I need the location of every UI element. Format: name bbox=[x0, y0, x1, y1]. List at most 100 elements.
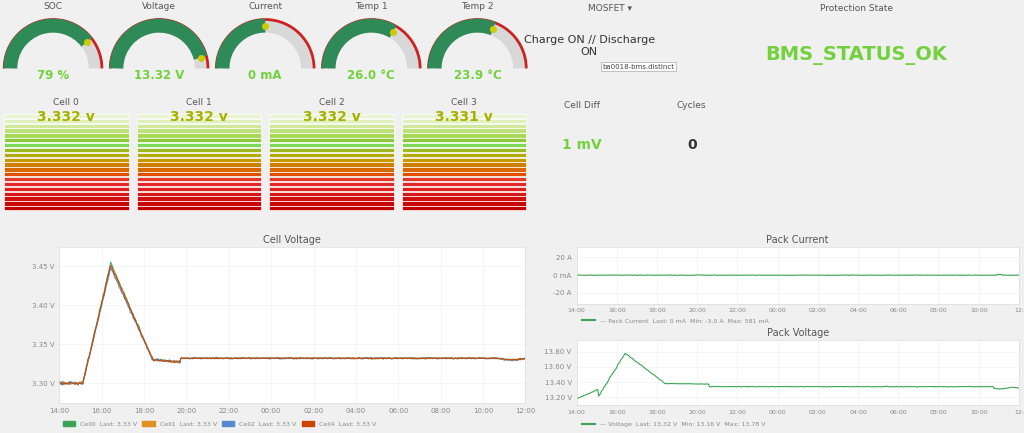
Bar bbox=[401, 172, 526, 176]
Bar bbox=[269, 191, 394, 196]
Text: SOC: SOC bbox=[44, 3, 62, 11]
Bar bbox=[269, 114, 394, 118]
Bar bbox=[269, 148, 394, 152]
Bar bbox=[4, 187, 129, 191]
Text: Protection State: Protection State bbox=[820, 4, 893, 13]
Bar bbox=[401, 177, 526, 181]
Text: Cycles: Cycles bbox=[677, 101, 707, 110]
Bar bbox=[269, 138, 394, 142]
Bar bbox=[136, 172, 261, 176]
Bar bbox=[269, 129, 394, 132]
Text: 3.331 v: 3.331 v bbox=[435, 110, 493, 123]
Bar bbox=[4, 201, 129, 206]
Bar bbox=[269, 172, 394, 176]
Bar bbox=[401, 197, 526, 201]
Bar bbox=[4, 197, 129, 201]
Bar bbox=[401, 129, 526, 132]
Bar bbox=[4, 182, 129, 186]
Title: Cell Voltage: Cell Voltage bbox=[263, 235, 322, 245]
Text: Cell 0: Cell 0 bbox=[53, 98, 79, 107]
Bar bbox=[4, 114, 129, 118]
Text: Temp 1: Temp 1 bbox=[355, 3, 388, 11]
Bar bbox=[4, 153, 129, 157]
Bar bbox=[269, 167, 394, 171]
Bar bbox=[401, 206, 526, 210]
Text: 3.332 v: 3.332 v bbox=[303, 110, 360, 123]
Bar bbox=[4, 129, 129, 132]
Bar bbox=[4, 148, 129, 152]
Bar bbox=[136, 177, 261, 181]
Bar bbox=[136, 123, 261, 128]
Bar bbox=[401, 114, 526, 118]
Bar bbox=[4, 172, 129, 176]
Bar bbox=[4, 138, 129, 142]
Text: Cell 3: Cell 3 bbox=[452, 98, 477, 107]
Text: 3.332 v: 3.332 v bbox=[170, 110, 227, 123]
Bar bbox=[4, 191, 129, 196]
Bar bbox=[269, 162, 394, 167]
Bar bbox=[4, 177, 129, 181]
Bar bbox=[136, 114, 261, 118]
Bar bbox=[269, 197, 394, 201]
Text: Cell 1: Cell 1 bbox=[186, 98, 212, 107]
Bar bbox=[136, 187, 261, 191]
Bar bbox=[4, 206, 129, 210]
Bar bbox=[401, 143, 526, 147]
Bar bbox=[136, 191, 261, 196]
Bar bbox=[136, 158, 261, 162]
Text: 1 mV: 1 mV bbox=[562, 138, 601, 152]
Bar bbox=[136, 206, 261, 210]
Bar bbox=[136, 167, 261, 171]
Bar bbox=[269, 143, 394, 147]
Text: Current: Current bbox=[248, 3, 283, 11]
Bar bbox=[4, 162, 129, 167]
Bar bbox=[269, 206, 394, 210]
Legend: — Pack Current  Last: 0 mA  Min: -3.0 A  Max: 581 mA: — Pack Current Last: 0 mA Min: -3.0 A Ma… bbox=[580, 316, 771, 326]
Bar bbox=[136, 138, 261, 142]
Bar bbox=[269, 187, 394, 191]
Bar bbox=[401, 201, 526, 206]
Bar bbox=[136, 129, 261, 132]
Text: Voltage: Voltage bbox=[142, 3, 176, 11]
Bar bbox=[401, 158, 526, 162]
Bar bbox=[269, 177, 394, 181]
Bar bbox=[136, 201, 261, 206]
Text: MOSFET ▾: MOSFET ▾ bbox=[588, 4, 632, 13]
Bar bbox=[401, 153, 526, 157]
Legend: — Voltage  Last: 13.32 V  Min: 13.16 V  Max: 13.78 V: — Voltage Last: 13.32 V Min: 13.16 V Max… bbox=[580, 420, 768, 430]
Text: BMS_STATUS_OK: BMS_STATUS_OK bbox=[766, 46, 947, 65]
Text: Charge ON // Discharge
ON: Charge ON // Discharge ON bbox=[523, 35, 654, 57]
Bar bbox=[136, 182, 261, 186]
Bar bbox=[4, 143, 129, 147]
Bar bbox=[401, 167, 526, 171]
Bar bbox=[136, 153, 261, 157]
Bar bbox=[401, 182, 526, 186]
Bar bbox=[136, 143, 261, 147]
Title: Pack Voltage: Pack Voltage bbox=[767, 328, 828, 338]
Text: Cell Diff: Cell Diff bbox=[563, 101, 600, 110]
Bar bbox=[401, 148, 526, 152]
Bar bbox=[401, 138, 526, 142]
Bar bbox=[401, 187, 526, 191]
Bar bbox=[4, 133, 129, 138]
Bar bbox=[269, 182, 394, 186]
Text: 0: 0 bbox=[687, 138, 696, 152]
Bar bbox=[269, 201, 394, 206]
Text: 0 mA: 0 mA bbox=[249, 69, 282, 82]
Bar bbox=[4, 119, 129, 123]
Legend: Cell0  Last: 3.33 V, Cell1  Last: 3.33 V, Cell2  Last: 3.33 V, Cell4  Last: 3.33: Cell0 Last: 3.33 V, Cell1 Last: 3.33 V, … bbox=[62, 421, 376, 427]
Text: 26.0 °C: 26.0 °C bbox=[347, 69, 395, 82]
Bar bbox=[136, 133, 261, 138]
Bar bbox=[401, 191, 526, 196]
Text: 23.9 °C: 23.9 °C bbox=[454, 69, 502, 82]
Bar bbox=[136, 162, 261, 167]
Bar bbox=[401, 162, 526, 167]
Bar bbox=[136, 119, 261, 123]
Title: Pack Current: Pack Current bbox=[766, 235, 829, 245]
Text: 13.32 V: 13.32 V bbox=[134, 69, 184, 82]
Text: ba0018-bms.distinct: ba0018-bms.distinct bbox=[602, 64, 675, 70]
Bar bbox=[269, 119, 394, 123]
Bar bbox=[269, 123, 394, 128]
Bar bbox=[4, 158, 129, 162]
Bar bbox=[401, 133, 526, 138]
